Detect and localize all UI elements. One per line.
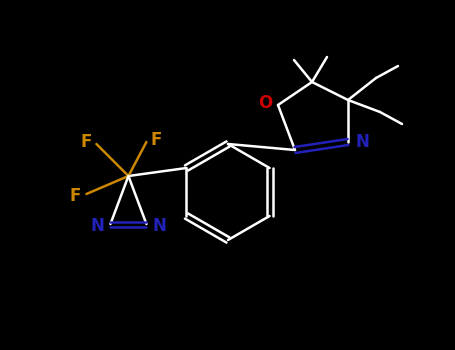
Text: N: N bbox=[152, 217, 167, 235]
Text: N: N bbox=[91, 217, 104, 235]
Text: F: F bbox=[151, 131, 162, 149]
Text: F: F bbox=[70, 187, 81, 205]
Text: O: O bbox=[258, 94, 272, 112]
Text: F: F bbox=[81, 133, 92, 151]
Text: N: N bbox=[355, 133, 369, 151]
